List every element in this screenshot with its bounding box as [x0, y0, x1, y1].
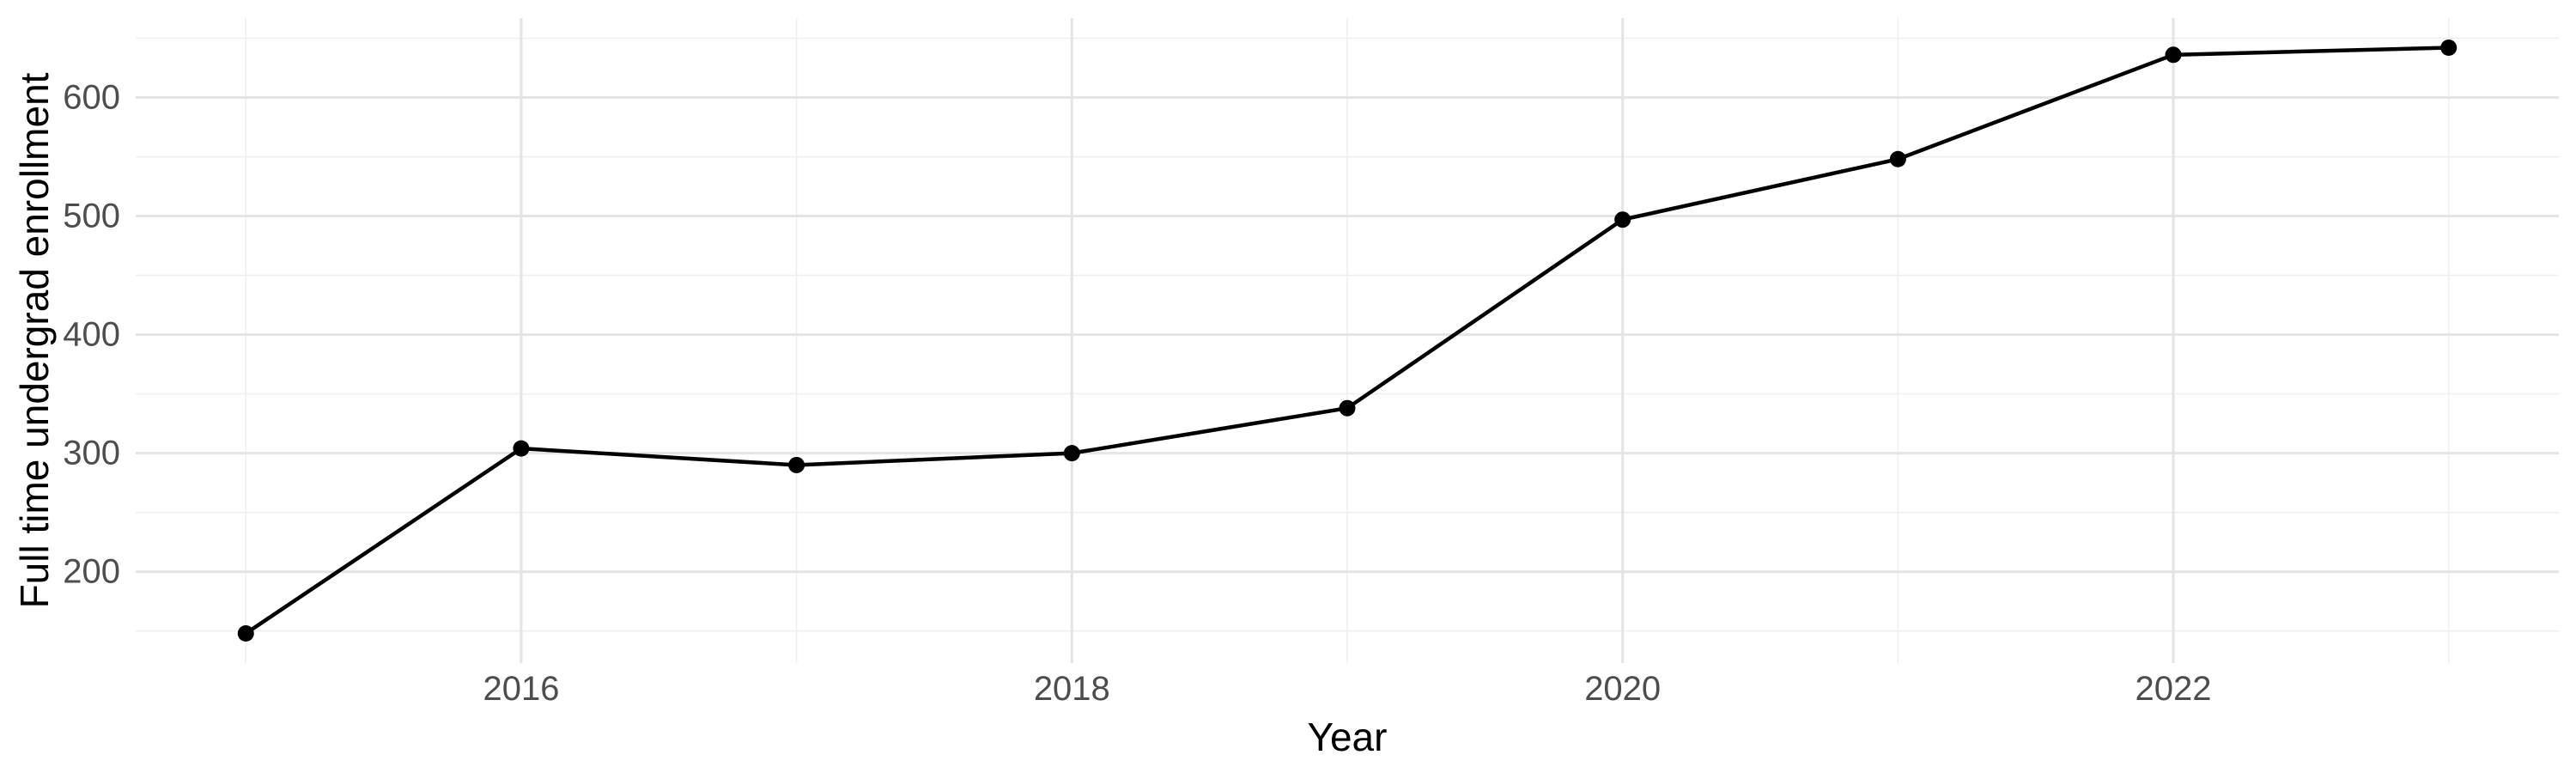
data-point-2015 [237, 624, 254, 642]
data-point-2018 [1063, 445, 1080, 462]
data-point-2020 [1614, 211, 1631, 228]
data-point-2021 [1889, 150, 1906, 167]
y-tick-label: 600 [63, 78, 120, 116]
y-tick-label: 400 [63, 316, 120, 354]
data-series-group [237, 40, 2458, 642]
major-gridlines-group [136, 18, 2559, 663]
x-axis-title: Year [1308, 715, 1388, 759]
y-tick-label: 300 [63, 435, 120, 472]
x-tick-label: 2016 [483, 670, 559, 708]
x-tick-label: 2022 [2136, 670, 2212, 708]
data-point-2022 [2165, 46, 2182, 64]
data-point-2016 [513, 440, 530, 457]
data-point-2023 [2440, 40, 2458, 57]
y-tick-label: 500 [63, 198, 120, 235]
data-point-2019 [1339, 399, 1356, 417]
x-tick-label: 2018 [1034, 670, 1110, 708]
minor-gridlines-group [136, 18, 2559, 663]
x-tick-label: 2020 [1584, 670, 1661, 708]
axis-tick-labels-group: 200 300 400 500 600 2016 2018 2020 2022 [63, 78, 2211, 708]
data-point-2017 [788, 456, 805, 473]
y-axis-title: Full time undergrad enrollment [12, 72, 57, 608]
y-tick-label: 200 [63, 553, 120, 591]
